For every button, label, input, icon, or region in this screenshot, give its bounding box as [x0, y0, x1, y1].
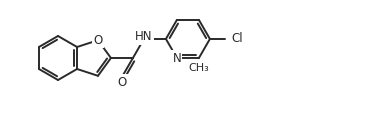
Text: N: N: [172, 51, 181, 65]
Text: O: O: [117, 76, 127, 88]
Text: CH₃: CH₃: [188, 63, 209, 73]
Text: O: O: [93, 34, 102, 47]
Text: HN: HN: [135, 30, 153, 43]
Text: Cl: Cl: [231, 32, 243, 45]
